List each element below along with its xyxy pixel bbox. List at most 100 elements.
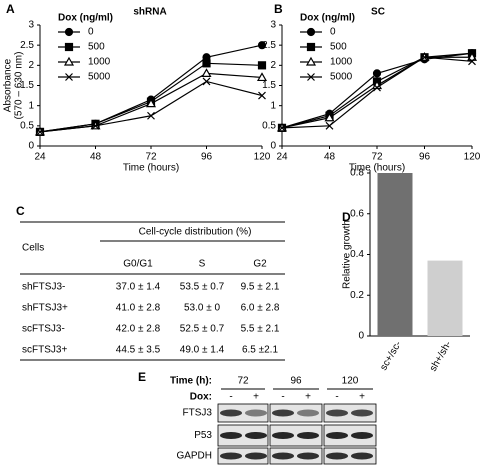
blot-panel [269,424,323,447]
x-tick-label: 72 [145,152,157,163]
y-tick-label: 1.5 [262,80,276,91]
blot-label: Time (h): [170,376,212,387]
band [272,432,294,439]
legend-label: 500 [330,42,347,53]
y-tick-label: 3 [28,20,34,31]
y-tick-label: 0.5 [262,120,276,131]
table-cell: 42.0 ± 2.8 [116,324,161,335]
panel-label: D [342,210,351,224]
marker [307,73,315,81]
x-tick-label: 24 [276,152,288,163]
y-tick-label: 0.6 [350,208,364,219]
band [220,452,242,460]
table-header: G0/G1 [123,259,153,270]
panel-label: A [6,2,15,16]
band [326,409,348,417]
band [272,452,294,460]
marker [257,41,267,50]
marker [147,111,155,120]
table-cell: shFTSJ3+ [22,303,68,314]
legend-label: 500 [88,42,105,53]
dox-label: + [359,392,365,403]
legend-title: Dox (ng/ml) [58,13,113,24]
legend-label: 0 [330,27,336,38]
x-tick-label: 48 [90,152,102,163]
x-tick-label: 48 [324,152,336,163]
blot-panel [323,403,377,423]
x-tick-label: 96 [419,152,431,163]
y-tick-label: 0 [358,331,364,342]
protein-label: GAPDH [176,451,212,462]
panel-label: C [16,204,25,218]
band [297,432,319,439]
band [245,409,267,417]
marker [201,68,212,77]
marker [468,57,476,66]
band [272,409,294,417]
marker [306,27,316,37]
marker [278,123,286,132]
table-cell: scFTSJ3+ [22,345,67,356]
y-tick-label: 1 [270,100,276,111]
band [220,409,242,417]
blot-label: Dox: [190,392,212,403]
blot-panel [217,403,269,423]
series-line [281,56,473,129]
y-tick-label: 2 [28,60,34,71]
panel-label: E [138,370,146,384]
table-cell: 49.0 ± 1.4 [180,345,225,356]
time-label: 120 [342,376,359,387]
marker [202,59,211,68]
panel-label: B [274,2,283,16]
table-header: Cell-cycle distribution (%) [139,227,252,238]
y-tick-label: 2 [270,60,276,71]
table-cell: scFTSJ3- [22,324,65,335]
legend-label: 5000 [88,72,111,83]
marker [306,42,316,52]
table-cell: 6.5 ±2.1 [242,345,279,356]
marker [258,91,266,100]
dox-label: - [229,392,232,403]
marker [65,73,73,81]
protein-label: FTSJ3 [183,408,213,419]
protein-label: P53 [194,430,212,441]
x-tick-label: 120 [254,152,271,163]
table-cell: 53.5 ± 0.7 [180,282,225,293]
band [326,432,348,439]
dox-label: - [281,392,284,403]
marker [64,42,74,52]
band [245,452,267,460]
table-cell: 52.5 ± 0.7 [180,324,225,335]
legend-label: 5000 [330,72,353,83]
dox-label: + [305,392,311,403]
marker [325,121,334,130]
time-label: 96 [290,376,302,387]
y-tick-label: 0.8 [350,168,364,179]
legend-title: Dox (ng/ml) [300,13,355,24]
x-tick-label: 24 [34,152,46,163]
marker [372,69,382,78]
legend-label: 1000 [88,57,111,68]
table-header: Cells [22,243,44,254]
y-tick-label: 0 [270,141,276,152]
marker [91,121,100,130]
marker [257,61,267,70]
y-tick-label: 1 [28,100,34,111]
x-tick-label: 72 [371,152,383,163]
table-cell: 5.5 ± 2.1 [241,324,280,335]
table-cell: shFTSJ3- [22,282,65,293]
bar [377,173,413,336]
legend-label: 1000 [330,57,353,68]
blot-panel [269,403,323,423]
y-tick-label: 2.5 [20,40,34,51]
blot-panel [323,447,377,465]
y-tick-label: 0.4 [350,249,364,260]
marker [202,77,211,86]
y-axis-label: (570 – 630 nm) [14,52,25,120]
y-tick-label: 0.5 [20,120,34,131]
chart-title: SC [371,7,385,18]
band [326,452,348,460]
band [297,452,319,460]
y-axis-label: Relative growth [342,220,353,289]
x-tick-label: sh+/sh- [428,339,454,373]
